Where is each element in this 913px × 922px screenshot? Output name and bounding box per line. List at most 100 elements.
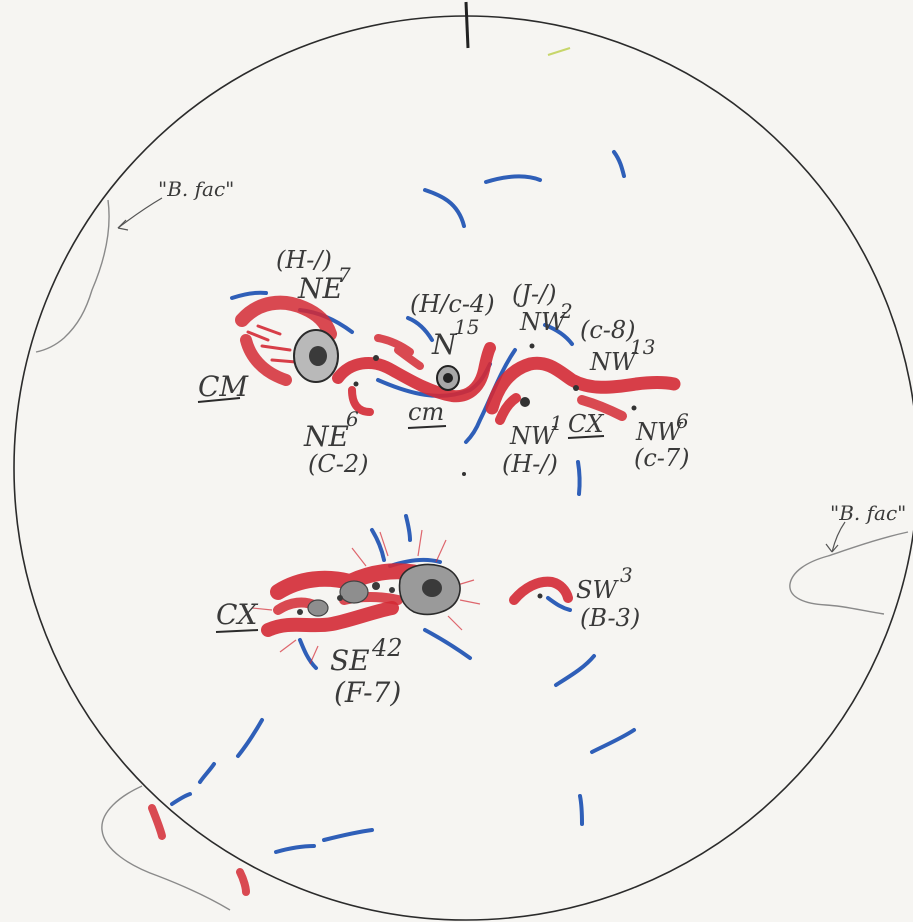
nw6-class-label: (c-7): [634, 444, 690, 472]
nw1-class-label: (H-/): [502, 450, 558, 478]
right-facula-pointer: [831, 521, 846, 553]
fibril: [447, 615, 463, 631]
right-plage-arc: [495, 393, 521, 425]
ne6-name-label: NE: [303, 420, 349, 453]
n15-number-label: 15: [454, 315, 479, 339]
se42-plage: [261, 601, 399, 637]
blue-line: [546, 596, 572, 612]
nw2-class-label: (J-/): [512, 280, 557, 308]
right-plage-arc: [577, 395, 627, 421]
red-plage-regions: [148, 295, 681, 896]
ne6-spot: [353, 381, 359, 387]
se42-umbra: [297, 609, 303, 615]
blue-line: [612, 150, 626, 178]
se42-name-label: SE: [330, 644, 370, 677]
nw6-spot: [631, 405, 637, 411]
cm-center-label: cm: [408, 398, 444, 426]
blue-line: [230, 290, 268, 300]
ne7-umbra: [309, 346, 327, 366]
se42-umbra: [389, 587, 395, 593]
lower-plage: [148, 804, 166, 840]
se42-umbra: [372, 582, 380, 590]
nw13-name-label: NW: [589, 348, 638, 376]
blue-line: [464, 348, 517, 444]
blue-line: [236, 718, 264, 758]
nw1-name-label: NW: [509, 422, 558, 450]
fibril: [379, 531, 389, 557]
ne7-plage: [240, 334, 292, 386]
blue-line: [576, 460, 582, 496]
blue-line: [170, 792, 192, 806]
se42-umbra: [337, 595, 343, 601]
ne7-plage-hatching: [246, 324, 298, 364]
fibril: [417, 529, 423, 557]
fibril: [459, 599, 481, 605]
bfac-left-label: "B. fac": [158, 177, 234, 201]
se42-leader-umbra: [422, 579, 442, 597]
cm-left-underline: [197, 397, 241, 403]
north-orientation-tick: [464, 1, 470, 49]
blue-line: [298, 638, 318, 670]
cx-right-underline: [567, 435, 605, 439]
solar-limb: [13, 15, 913, 921]
ne7-number-label: 7: [338, 263, 351, 287]
ne6-number-label: 6: [346, 407, 359, 431]
ne7-class-label: (H-/): [276, 246, 332, 274]
blue-line: [404, 514, 412, 542]
fibril: [435, 539, 447, 563]
cx-lower-underline: [215, 629, 259, 633]
nw13-spot: [573, 385, 579, 391]
fibril: [351, 547, 367, 567]
blue-line: [198, 762, 216, 784]
cm-left-label: CM: [198, 370, 249, 403]
fibril: [279, 639, 297, 653]
sw3-plage: [509, 576, 573, 605]
nw1-number-label: 1: [550, 411, 563, 435]
ne6-class-label: (C-2): [308, 450, 368, 478]
sw3-spot: [537, 593, 543, 599]
right-facula-arrowhead: [825, 543, 839, 553]
lower-plage: [236, 868, 250, 896]
left-facula-pointer: [117, 197, 163, 229]
central-plage-arc: [374, 334, 424, 370]
blue-line: [543, 323, 574, 346]
blue-line: [423, 628, 472, 660]
fibril: [251, 607, 273, 611]
nw2-spot: [529, 343, 535, 349]
n15-name-label: N: [431, 328, 458, 361]
blue-line: [322, 828, 374, 842]
sw3-number-label: 3: [620, 563, 633, 587]
nw13-class-label: (c-8): [580, 316, 636, 344]
left-facula-outline: [35, 199, 110, 353]
se42-number-label: 42: [371, 634, 403, 662]
nw1-spot: [520, 397, 530, 407]
right-plage-arc: [485, 356, 681, 415]
blue-line: [370, 528, 386, 562]
se42-class-label: (F-7): [334, 676, 401, 709]
nw6-name-label: NW: [635, 418, 684, 446]
lower-left-facula-outline: [101, 785, 231, 911]
cx-right-label: CX: [568, 410, 604, 438]
blue-line: [590, 728, 636, 754]
cx-lower-label: CX: [216, 598, 258, 631]
ne7-plage: [235, 295, 337, 341]
sw3-name-label: SW: [576, 576, 619, 604]
yellow-mark: [547, 47, 571, 56]
n15-umbra: [443, 373, 453, 383]
cm-center-underline: [407, 425, 447, 429]
se42-penumbra: [339, 580, 369, 604]
blue-line: [554, 654, 596, 687]
isolated-spot: [462, 472, 466, 476]
left-facula-arrowhead: [117, 219, 129, 231]
blue-magnetic-lines: [170, 150, 636, 854]
sunspots: [293, 329, 637, 617]
central-plage-arc: [348, 386, 374, 416]
blue-line: [406, 316, 434, 342]
ne6-spot: [373, 355, 379, 361]
right-facula-outline: [789, 531, 909, 615]
fibril: [309, 645, 319, 665]
central-plage-arc: [332, 342, 496, 403]
blue-line: [423, 188, 466, 228]
nw13-number-label: 13: [630, 335, 655, 359]
